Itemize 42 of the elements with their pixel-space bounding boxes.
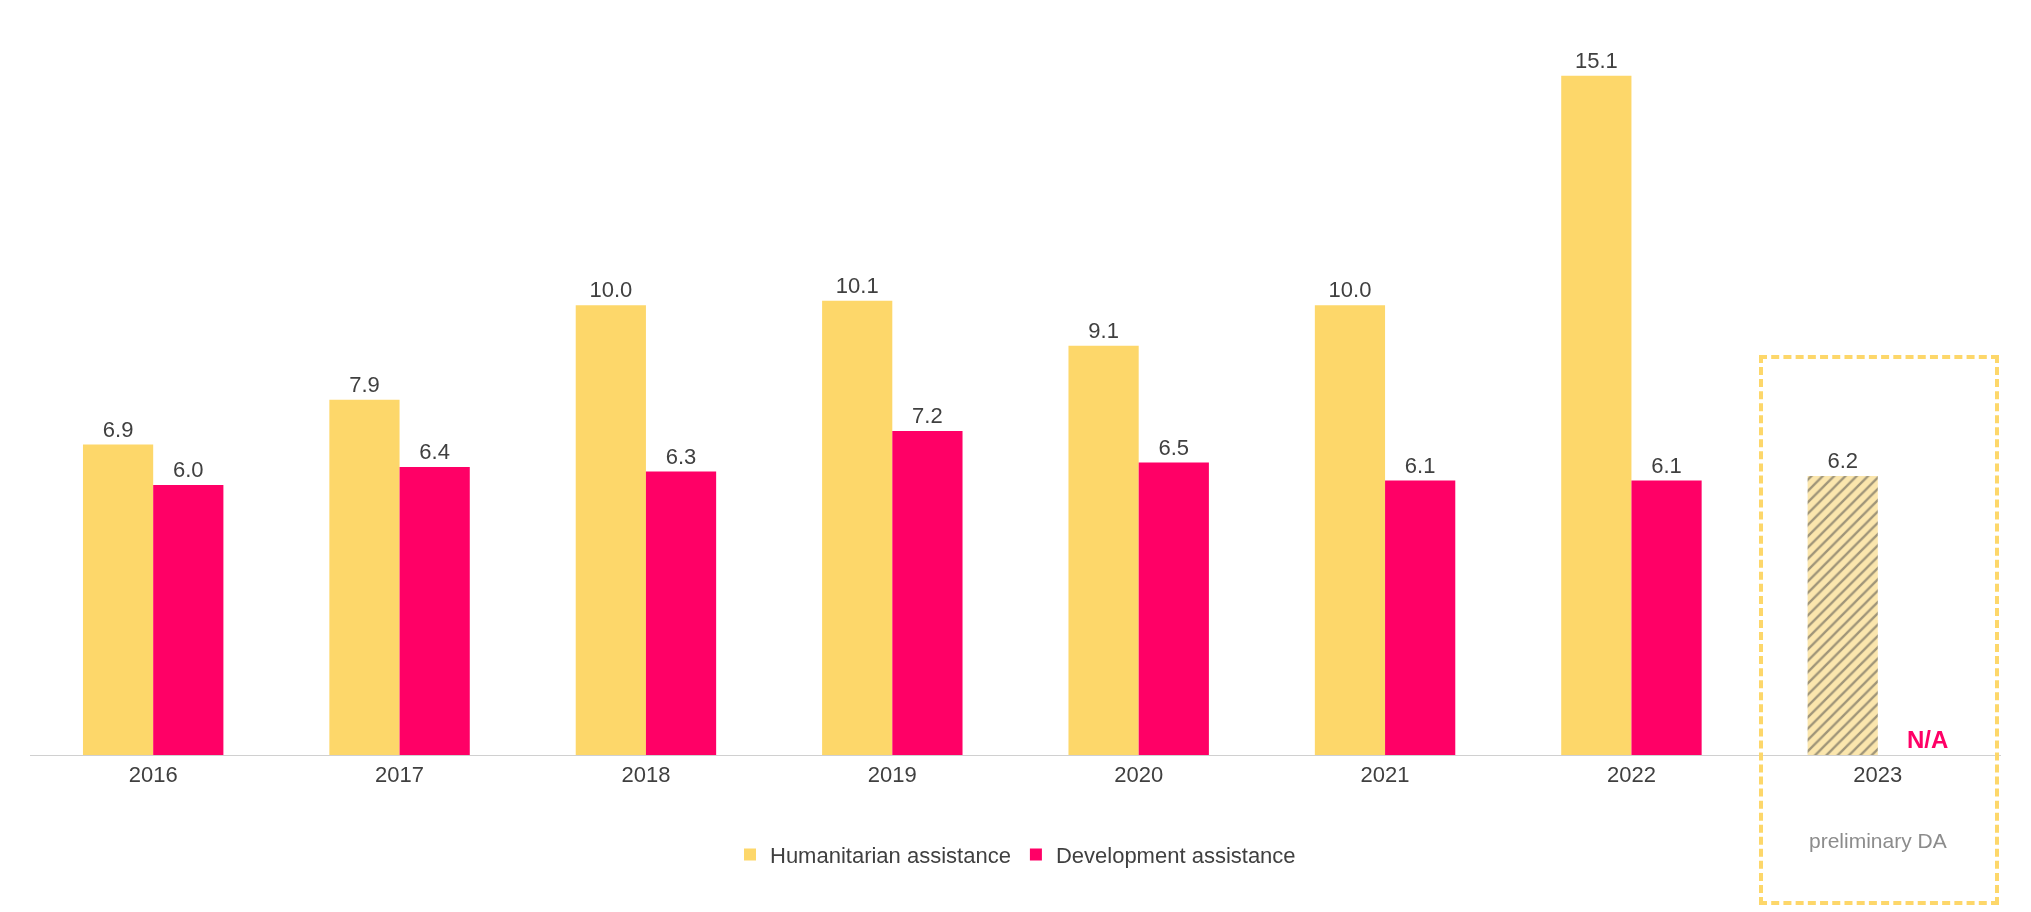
bar xyxy=(1068,345,1139,755)
bar xyxy=(575,305,646,755)
x-tick-label: 2016 xyxy=(128,762,178,788)
data-label: 6.2 xyxy=(1827,448,1858,474)
data-label: 7.9 xyxy=(349,371,380,397)
bar xyxy=(329,399,400,755)
legend-label: Development assistance xyxy=(1055,843,1296,869)
bar xyxy=(892,431,963,755)
data-label: 6.9 xyxy=(102,416,134,442)
data-label: 6.4 xyxy=(419,439,450,465)
data-label: 6.3 xyxy=(665,443,697,469)
data-label: 6.0 xyxy=(173,457,204,483)
bar xyxy=(822,300,893,755)
x-tick-label: 2018 xyxy=(621,762,671,788)
data-label: 6.1 xyxy=(1651,452,1682,478)
bar xyxy=(1807,476,1878,755)
data-label: 15.1 xyxy=(1574,47,1618,73)
data-label: 9.1 xyxy=(1088,317,1119,343)
data-label: 10.1 xyxy=(835,272,879,298)
data-label: 7.2 xyxy=(912,403,943,429)
bar xyxy=(645,471,717,755)
x-tick-label: 2020 xyxy=(1114,762,1164,788)
bar xyxy=(1138,462,1209,755)
x-tick-label: 2022 xyxy=(1606,762,1656,788)
bar xyxy=(82,444,154,755)
bar xyxy=(1314,305,1386,755)
bar xyxy=(1385,480,1456,755)
x-tick-label: 2021 xyxy=(1360,762,1410,788)
legend-label: Humanitarian assistance xyxy=(770,843,1011,869)
bar xyxy=(153,485,224,755)
text: preliminary DA xyxy=(1809,829,1947,852)
x-tick-label: 2023 xyxy=(1853,762,1903,788)
bar xyxy=(399,467,470,755)
data-label: 6.1 xyxy=(1404,452,1436,478)
data-label: 10.0 xyxy=(1328,277,1372,303)
x-tick-label: 2019 xyxy=(867,762,917,788)
annotation: N/A xyxy=(1907,726,1949,753)
data-label: 10.0 xyxy=(589,277,633,303)
data-label: 6.5 xyxy=(1158,434,1190,460)
x-tick-label: 2017 xyxy=(375,762,425,788)
bar xyxy=(1631,480,1702,755)
bar xyxy=(1561,75,1632,755)
